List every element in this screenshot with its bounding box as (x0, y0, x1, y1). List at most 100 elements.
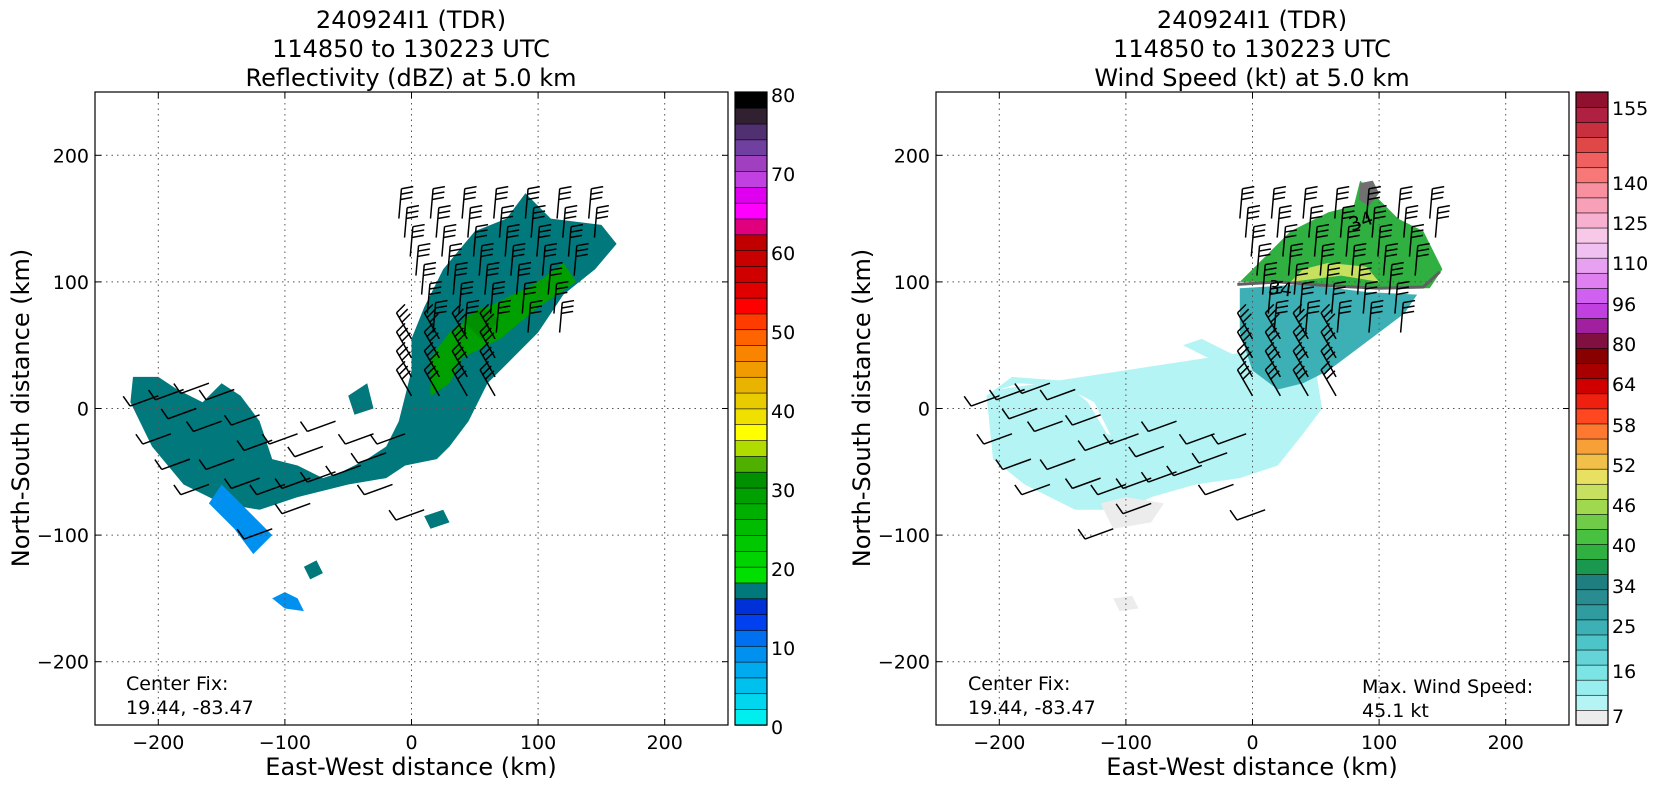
reflectivity-title-line-3: Reflectivity (dBZ) at 5.0 km (246, 64, 577, 92)
colorbar-segment (1575, 287, 1609, 304)
wind-barb (527, 299, 543, 333)
y-tick-label: 200 (894, 145, 930, 167)
wind-barb (1320, 303, 1337, 340)
wind-barb (1414, 242, 1430, 276)
wind-barb (478, 242, 494, 276)
wind-barb (429, 185, 446, 219)
y-tick-label: 0 (77, 399, 89, 421)
reflectivity-colorbar-label-80: 80 (771, 85, 795, 107)
colorbar-segment (1575, 528, 1609, 545)
colorbar-segment (1575, 106, 1609, 123)
echo-region-4 (424, 509, 450, 529)
wind-barb (441, 223, 457, 257)
wind-barb (1394, 280, 1410, 314)
colorbar-segment (1575, 543, 1609, 560)
contour-label-34-lower: 34 (1267, 276, 1294, 301)
colorbar-segment (1575, 664, 1609, 681)
wind-barb (1210, 433, 1247, 445)
wind-barb (515, 261, 532, 295)
y-tick-label: 0 (918, 399, 930, 421)
wind-barb (1388, 261, 1404, 295)
wind-barb (1239, 185, 1255, 219)
x-tick-label: 200 (647, 732, 683, 754)
wind-barb (350, 452, 387, 464)
wind-barb (1115, 502, 1152, 515)
colorbar-segment (734, 439, 768, 457)
colorbar-segment (1575, 302, 1609, 319)
wind-barb (1428, 185, 1445, 219)
colorbar-segment (734, 202, 768, 220)
wind-barb (547, 261, 563, 295)
colorbar-segment (734, 281, 768, 299)
wind-region-1 (1100, 497, 1164, 529)
y-tick-label: 100 (894, 272, 930, 294)
wind-colorbar-label-155: 155 (1612, 98, 1648, 120)
wind-barb (1351, 242, 1367, 276)
wind-barb (1270, 185, 1287, 219)
wind-barb (463, 299, 480, 333)
wind-barb (558, 299, 575, 333)
colorbar-segment (1575, 212, 1609, 229)
y-tick-label: −200 (37, 652, 89, 674)
wind-title-line-2: 114850 to 130223 UTC (1113, 35, 1391, 63)
wind-barb (409, 223, 425, 257)
colorbar-segment (1575, 604, 1609, 621)
wind-axis-ticks: −200 −100 0 100 200 −200 −100 0 100 200 (878, 92, 1569, 754)
wind-barb (1287, 242, 1304, 276)
wind-barb (287, 445, 324, 458)
y-tick-label: −200 (878, 652, 930, 674)
wind-barb (299, 420, 336, 433)
wind-barb (395, 341, 413, 378)
colorbar-segment (734, 139, 768, 156)
reflectivity-colorbar-label-0: 0 (771, 717, 783, 739)
colorbar-segment (734, 471, 768, 489)
wind-barb (504, 223, 520, 257)
wind-y-axis-label: North-South distance (km) (848, 249, 876, 568)
colorbar-segment (1575, 378, 1609, 395)
wind-barb (1339, 204, 1356, 238)
wind-barb (458, 280, 474, 314)
colorbar-segment (734, 677, 768, 695)
reflectivity-colorbar (734, 91, 768, 726)
colorbar-segment (734, 550, 768, 568)
colorbar-segment (1575, 619, 1609, 636)
y-tick-label: −100 (878, 525, 930, 547)
x-tick-label: 100 (1361, 732, 1397, 754)
wind-barb (1336, 299, 1352, 333)
wind-barb (1334, 185, 1350, 219)
wind-barb (1313, 223, 1330, 257)
wind-barb (1399, 299, 1416, 333)
wind-barb (173, 483, 210, 496)
colorbar-segment (1575, 151, 1609, 169)
wind-barb (573, 242, 589, 276)
wind-barb (1403, 204, 1419, 238)
wind-colorbar-label-46: 46 (1612, 495, 1636, 517)
wind-barb (536, 223, 552, 257)
colorbar-segment (734, 693, 768, 710)
colorbar-segment (1575, 197, 1609, 214)
colorbar-segment (734, 645, 768, 663)
wind-barb (395, 322, 413, 359)
wind-barb (1014, 382, 1051, 395)
reflectivity-colorbar-labels: 0 10 20 30 40 50 60 70 80 (771, 85, 795, 739)
colorbar-segment (734, 91, 768, 109)
wind-barb (1064, 414, 1101, 426)
wind-barb (562, 204, 578, 238)
wind-barb (484, 261, 500, 295)
wind-barb (1064, 477, 1101, 490)
reflectivity-colorbar-label-20: 20 (771, 559, 795, 581)
y-tick-label: 200 (53, 145, 89, 167)
wind-region-3 (1239, 284, 1418, 390)
wind-barb (1236, 303, 1254, 340)
colorbar-segment (734, 708, 768, 726)
wind-barb (467, 204, 483, 238)
colorbar-segment (734, 297, 768, 315)
reflectivity-center-fix-label: Center Fix: (126, 673, 228, 695)
wind-barb (1377, 223, 1393, 257)
wind-barbs (963, 185, 1450, 540)
contour-34kt-line (1237, 270, 1441, 290)
wind-barb (1026, 420, 1063, 433)
wind-title-line-3: Wind Speed (kt) at 5.0 km (1094, 64, 1409, 92)
wind-barb (1197, 483, 1234, 496)
wind-colorbar-label-96: 96 (1612, 294, 1636, 316)
